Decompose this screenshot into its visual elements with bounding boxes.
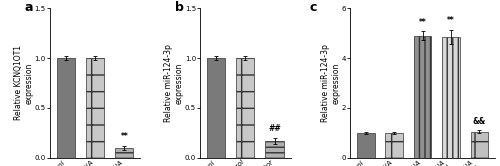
Bar [386, 133, 403, 158]
Bar [266, 141, 283, 158]
Bar [414, 36, 432, 158]
Bar [207, 58, 225, 158]
Text: ##: ## [268, 124, 281, 133]
Text: **: ** [419, 18, 426, 27]
Y-axis label: Relative miR-124-3p
expression: Relative miR-124-3p expression [321, 44, 340, 122]
Text: b: b [175, 1, 184, 14]
Y-axis label: Relative miR-124-3p
expression: Relative miR-124-3p expression [164, 44, 184, 122]
Text: **: ** [447, 16, 455, 26]
Y-axis label: Relative KCNQ1OT1
expression: Relative KCNQ1OT1 expression [14, 45, 33, 121]
Bar [57, 58, 75, 158]
Bar [236, 58, 254, 158]
Bar [470, 131, 488, 158]
Bar [86, 58, 104, 158]
Text: c: c [310, 1, 317, 14]
Text: **: ** [120, 132, 128, 141]
Bar [357, 133, 374, 158]
Text: a: a [24, 1, 33, 14]
Bar [442, 37, 460, 158]
Bar [116, 148, 134, 158]
Text: &&: && [473, 117, 486, 126]
